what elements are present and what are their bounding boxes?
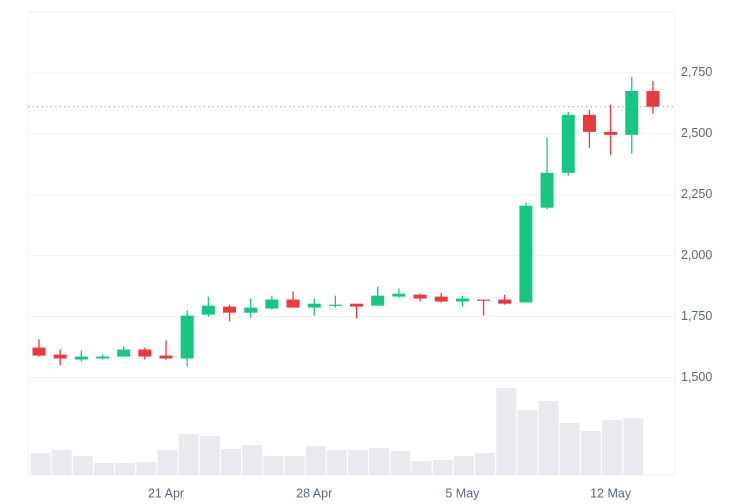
y-tick-label: 2,500 — [681, 126, 712, 140]
candle-body — [32, 347, 46, 356]
candle-body — [519, 205, 533, 303]
volume-bar — [199, 436, 220, 475]
y-tick-label: 1,500 — [681, 370, 712, 384]
x-tick-label: 28 Apr — [296, 486, 332, 500]
candle-body — [498, 299, 512, 304]
volume-bar — [369, 448, 390, 475]
candle-body — [477, 299, 491, 301]
volume-bar — [432, 460, 453, 475]
volume-bar — [411, 461, 432, 475]
candle-body — [371, 295, 385, 306]
volume-bar — [30, 453, 51, 475]
volume-bar — [348, 450, 369, 475]
volume-bar — [221, 449, 242, 475]
volume-bar — [390, 451, 411, 475]
y-tick-label: 2,250 — [681, 187, 712, 201]
candle-body — [201, 305, 215, 315]
y-tick-label: 1,750 — [681, 309, 712, 323]
volume-bar — [326, 450, 347, 475]
volume-bar — [559, 423, 580, 475]
candle-body — [582, 114, 596, 132]
volume-bar — [453, 456, 474, 475]
candle-body — [392, 293, 406, 297]
x-tick-label: 12 May — [590, 486, 632, 500]
candle-body — [53, 354, 67, 359]
volume-bar — [263, 456, 284, 475]
volume-bar — [136, 462, 157, 475]
candle-body — [646, 90, 660, 107]
candle-body — [455, 298, 469, 302]
volume-bar — [284, 456, 305, 475]
candle-body — [265, 299, 279, 309]
volume-bar — [157, 450, 178, 475]
candle-body — [540, 172, 554, 208]
candle-body — [350, 303, 364, 307]
candle-body — [625, 90, 639, 135]
candle-body — [604, 131, 618, 135]
volume-bar — [178, 434, 199, 475]
candle-body — [117, 349, 131, 357]
plot-frame — [27, 11, 676, 476]
candle-body — [180, 315, 194, 359]
volume-bar — [623, 418, 644, 475]
candle-body — [434, 296, 448, 302]
y-tick-label: 2,000 — [681, 248, 712, 262]
x-tick-label: 5 May — [445, 486, 480, 500]
candle-body — [561, 114, 575, 173]
candle-body — [223, 306, 237, 313]
candle-body — [413, 294, 427, 299]
volume-bar — [475, 453, 496, 475]
candle-body — [328, 304, 342, 306]
y-tick-label: 2,750 — [681, 65, 712, 79]
volume-bar — [72, 456, 93, 475]
candle-body — [159, 355, 173, 359]
volume-bar — [115, 463, 136, 475]
candle-body — [286, 299, 300, 308]
x-tick-label: 21 Apr — [148, 486, 184, 500]
volume-bar — [94, 463, 115, 475]
volume-bar — [602, 420, 623, 475]
volume-bar — [517, 410, 538, 475]
candle-body — [307, 303, 321, 308]
candle-body — [96, 356, 110, 359]
candle-body — [74, 356, 88, 360]
volume-bar — [305, 446, 326, 475]
candle-body — [138, 349, 152, 357]
volume-bar — [496, 388, 517, 475]
volume-bar — [538, 401, 559, 475]
volume-bar — [242, 445, 263, 475]
volume-bar — [51, 450, 72, 475]
candle-body — [244, 307, 258, 313]
volume-bar — [580, 431, 601, 475]
